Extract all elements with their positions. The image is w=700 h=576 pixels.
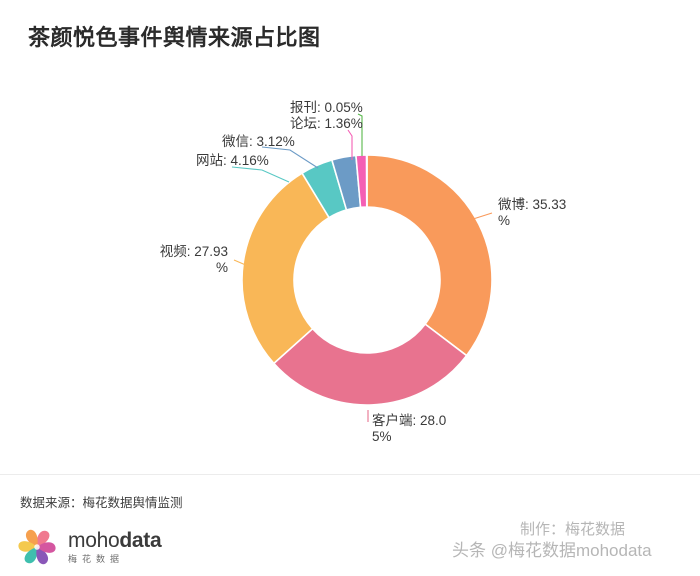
leader-line-网站 [231,166,290,183]
slice-label-客户端: 客户端: 28.0 5% [372,412,446,444]
page-title: 茶颜悦色事件舆情来源占比图 [28,25,321,50]
brand-subtitle: 梅花数据 [68,554,125,564]
donut-chart-svg: 微博: 35.33 % 客户端: 28.0 5% 视频: 27.93 % 网站: 4.16%… [160,100,567,444]
pinwheel-logo-icon [18,529,56,565]
brand-name-light: moho [68,529,120,552]
slice-label-视频: 视频: 27.93% [160,244,228,275]
slice-label-网站: 网站: 4.16% [196,153,269,168]
donut-slices [241,154,493,406]
slice-label-报刊: 报刊: 0.05% [290,100,363,115]
leader-line-视频 [233,259,249,267]
brand-logo-block: mohodata 梅花数据 [14,524,162,570]
brand-name: mohodata [68,529,162,552]
footer-divider [0,474,700,475]
donut-leader-lines [231,113,493,422]
brand-wordmark: mohodata 梅花数据 [68,529,162,564]
donut-slice-视频[interactable] [241,172,331,365]
data-source-note: 数据来源：梅花数据舆情监测 [20,496,183,510]
leader-line-微博 [469,212,493,221]
leader-line-微信 [261,146,319,169]
slice-label-微博: 微博: 35.33% [498,196,566,228]
slice-label-论坛: 论坛: 1.36% [290,116,363,131]
watermark-credit: 制作：梅花数据 [520,521,626,538]
donut-chart: 微博: 35.33% 客户端: 28.0 5% 视频: 27.93% 网站: 4.16%… [0,70,700,470]
donut-labels: 微博: 35.33 % 客户端: 28.0 5% 视频: 27.93 % 网站: 4.16%… [160,100,567,444]
brand-name-bold: data [119,529,162,552]
donut-slice-客户端[interactable] [272,323,468,406]
leader-line-报刊 [357,113,363,156]
leader-line-论坛 [347,129,353,160]
slice-label-微信: 微信: 3.12% [222,134,295,149]
watermark-account: 头条 @梅花数据mohodata [452,541,652,560]
donut-slice-微博[interactable] [366,154,493,357]
